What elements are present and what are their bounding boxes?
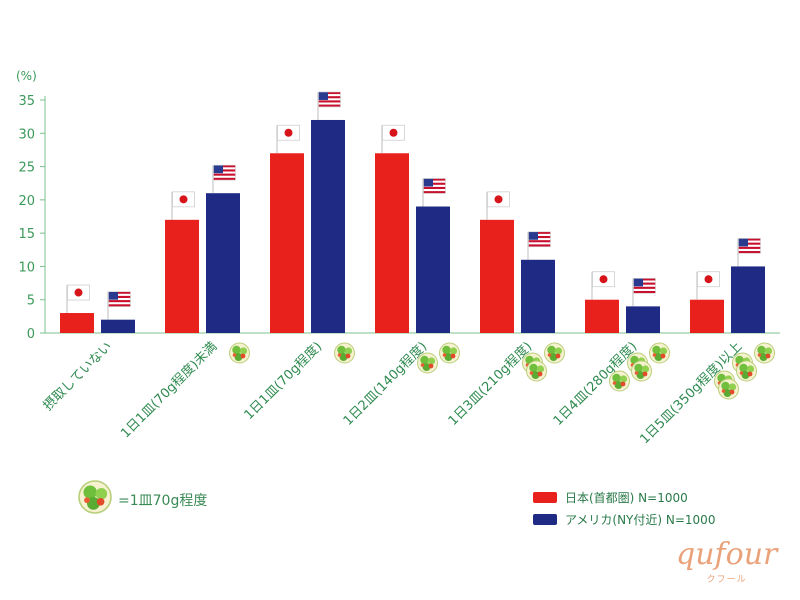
bar-japan-6 bbox=[690, 299, 724, 333]
usa-flag-icon bbox=[213, 164, 236, 181]
y-tick-label: 5 bbox=[27, 294, 35, 309]
salad-icon bbox=[417, 352, 438, 374]
salad-icon bbox=[736, 360, 757, 382]
y-tick-label: 15 bbox=[18, 227, 35, 242]
flags bbox=[66, 91, 761, 320]
salad-icon bbox=[334, 342, 355, 364]
salad-icon bbox=[229, 342, 250, 364]
japan-flag-icon bbox=[382, 124, 405, 141]
usa-flag-icon bbox=[633, 278, 656, 294]
legend-label-usa: アメリカ(NY付近) N=1000 bbox=[565, 512, 716, 527]
y-axis-unit: (%) bbox=[16, 69, 37, 83]
bar-japan-0 bbox=[60, 313, 94, 333]
legend-item-usa: アメリカ(NY付近) N=1000 bbox=[533, 508, 715, 530]
bar-japan-1 bbox=[165, 219, 199, 333]
bars bbox=[60, 119, 765, 333]
japan-flag-icon bbox=[67, 284, 90, 301]
bar-japan-5 bbox=[585, 299, 619, 333]
salad-icon bbox=[526, 360, 547, 382]
usa-flag-icon bbox=[318, 91, 341, 108]
bar-usa-6 bbox=[731, 266, 765, 333]
brand-sub: クフール bbox=[706, 575, 747, 585]
brand-logo: qufour クフール bbox=[676, 537, 778, 586]
y-tick-label: 35 bbox=[18, 94, 35, 109]
salad-icon bbox=[718, 378, 739, 400]
bar-japan-4 bbox=[480, 219, 514, 333]
x-category-label: 1日1皿(70g程度)未満 bbox=[117, 339, 220, 442]
salad-icon bbox=[544, 342, 565, 364]
bar-usa-3 bbox=[416, 206, 450, 333]
salad-icon bbox=[754, 342, 775, 364]
note-salad-icon bbox=[78, 480, 112, 514]
x-category-label: 1日1皿(70g程度) bbox=[241, 339, 325, 423]
bar-usa-4 bbox=[521, 259, 555, 333]
y-tick-label: 25 bbox=[18, 161, 35, 176]
legend-item-japan: 日本(首都圏) N=1000 bbox=[533, 486, 715, 508]
y-tick-label: 20 bbox=[18, 194, 35, 209]
japan-flag-icon bbox=[172, 191, 195, 208]
legend-label-japan: 日本(首都圏) N=1000 bbox=[565, 490, 688, 505]
usa-flag-icon bbox=[423, 178, 446, 194]
portion-note: =1皿70g程度 bbox=[118, 493, 208, 509]
bar-japan-2 bbox=[270, 153, 304, 333]
salad-icon bbox=[631, 360, 652, 382]
bar-usa-0 bbox=[101, 319, 135, 333]
japan-flag-icon bbox=[487, 191, 510, 208]
salad-icon bbox=[609, 370, 630, 392]
bar-usa-2 bbox=[311, 119, 345, 333]
bar-usa-1 bbox=[206, 193, 240, 333]
usa-flag-icon bbox=[528, 231, 551, 248]
japan-flag-icon bbox=[697, 271, 720, 288]
y-axis: 0 5 10 15 20 25 30 35 bbox=[18, 94, 780, 342]
legend-swatch-japan bbox=[533, 491, 557, 503]
x-category-label: 摂取していない bbox=[40, 339, 115, 414]
y-tick-label: 30 bbox=[18, 127, 35, 142]
brand-name: qufour bbox=[676, 537, 778, 572]
usa-flag-icon bbox=[738, 238, 761, 254]
usa-flag-icon bbox=[108, 291, 131, 307]
bar-usa-5 bbox=[626, 306, 660, 333]
y-tick-label: 10 bbox=[18, 260, 35, 275]
salad-icon bbox=[439, 342, 460, 364]
japan-flag-icon bbox=[592, 271, 615, 288]
bar-japan-3 bbox=[375, 153, 409, 333]
salad-icon bbox=[649, 342, 670, 364]
japan-flag-icon bbox=[277, 124, 300, 141]
legend: 日本(首都圏) N=1000 アメリカ(NY付近) N=1000 bbox=[533, 486, 715, 530]
legend-swatch-usa bbox=[533, 513, 557, 525]
y-tick-label: 0 bbox=[27, 327, 35, 342]
